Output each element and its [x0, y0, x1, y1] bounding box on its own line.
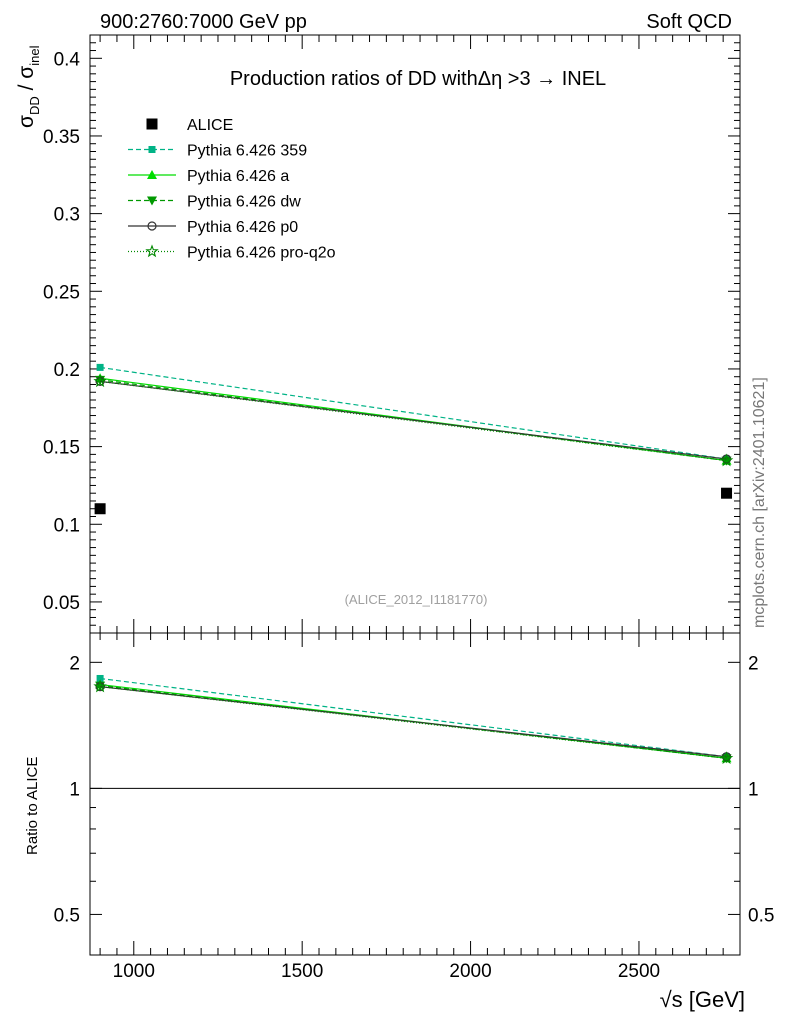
x-axis-label: √s [GeV]: [660, 987, 745, 1012]
main-series-line-1: [100, 366, 727, 460]
header-left: 900:2760:7000 GeV pp: [100, 11, 307, 33]
main-y-tick-label: 0.3: [54, 205, 80, 226]
ratio-series-line-0: [100, 677, 727, 758]
main-series-line-4: [100, 380, 727, 460]
main-point-1-0: [96, 363, 104, 371]
ratio-series-3: [95, 682, 732, 762]
legend-label: Pythia 6.426 p0: [187, 219, 298, 236]
main-point-0-1: [721, 487, 733, 499]
ratio-y-tick-label-right: 1: [748, 779, 759, 800]
legend-item: Pythia 6.426 a: [128, 168, 289, 185]
ratio-point-4-1: [719, 751, 734, 765]
main-y-tick-label: 0.05: [43, 593, 80, 614]
legend-item: Pythia 6.426 359: [128, 143, 307, 160]
legend-label: Pythia 6.426 a: [187, 168, 289, 185]
legend-item: Pythia 6.426 dw: [128, 194, 301, 211]
header-right: Soft QCD: [646, 11, 732, 33]
watermark: (ALICE_2012_I1181770): [345, 592, 488, 607]
main-y-tick-label: 0.2: [54, 360, 80, 381]
ratio-series-line-4: [100, 686, 727, 759]
ratio-series-1: [95, 679, 732, 763]
legend-item: ALICE: [146, 117, 233, 134]
y-label-sub2: inel: [27, 45, 42, 65]
legend: ALICE Pythia 6.426 359 Pythia 6.426 a Pythi…: [128, 117, 336, 262]
ratio-point-0-0: [96, 674, 104, 682]
main-point-5-1: [719, 453, 734, 467]
ratio-y-axis-label: Ratio to ALICE: [24, 757, 41, 855]
main-series-0: [94, 487, 733, 515]
x-tick-label: 2000: [449, 961, 491, 982]
legend-marker: [147, 170, 157, 179]
ratio-series-4: [93, 679, 734, 765]
main-y-axis-label: σDD / σinel: [15, 45, 42, 128]
ratio-panel-frame: [89, 632, 741, 956]
legend-item: Pythia 6.426 p0: [128, 219, 298, 236]
ratio-y-tick-label-left: 0.5: [54, 905, 80, 926]
legend-marker: [147, 221, 157, 231]
ratio-point-4-0: [93, 679, 107, 693]
main-series-line-2: [100, 377, 727, 462]
x-ticks: 1000 1500 2000 2500: [99, 35, 724, 982]
ratio-y-tick-label-right: 0.5: [748, 905, 774, 926]
main-y-ticks: 0.05 0.1 0.15 0.2 0.25 0.3 0.35 0.4: [43, 42, 740, 626]
main-y-tick-label: 0.15: [43, 438, 80, 459]
y-label-sub1: DD: [27, 96, 42, 115]
main-series-5: [93, 374, 734, 467]
ratio-y-tick-label-right: 2: [748, 653, 759, 674]
y-label-sep: / σ: [15, 66, 38, 97]
legend-label: Pythia 6.426 pro-q2o: [187, 245, 336, 262]
main-y-tick-label: 0.4: [54, 49, 81, 70]
x-tick-label: 2500: [618, 961, 660, 982]
legend-marker: [145, 244, 159, 258]
chart-title: Production ratios of DD withΔη >3 → INEL: [230, 68, 606, 90]
main-y-tick-label: 0.1: [54, 515, 80, 536]
ratio-series-line-3: [100, 686, 727, 758]
main-point-5-0: [93, 374, 107, 388]
legend-marker: [146, 118, 158, 130]
legend-marker: [148, 146, 156, 153]
ratio-y-tick-label-left: 2: [69, 653, 80, 674]
ratio-series-group: [93, 674, 734, 765]
chart-title-tail: Δη >3 → INEL: [478, 68, 606, 90]
main-y-tick-label: 0.35: [43, 127, 80, 148]
y-label-sigma: σ: [15, 115, 38, 128]
main-point-0-0: [94, 503, 106, 515]
x-tick-label: 1000: [113, 961, 155, 982]
legend-item: Pythia 6.426 pro-q2o: [128, 244, 336, 262]
chart-title-main: Production ratios of DD with: [230, 68, 478, 90]
side-label: mcplots.cern.ch [arXiv:2401.10621]: [751, 377, 768, 628]
main-series-line-5: [100, 380, 727, 462]
legend-label: Pythia 6.426 dw: [187, 194, 301, 211]
legend-label: Pythia 6.426 359: [187, 143, 307, 160]
x-tick-label: 1500: [281, 961, 323, 982]
main-series-group: [93, 363, 734, 515]
legend-marker: [147, 196, 157, 206]
legend-label: ALICE: [187, 117, 233, 134]
ratio-y-tick-label-left: 1: [69, 779, 80, 800]
ratio-y-ticks: 0.5 0.5 1 1 2 2: [54, 653, 775, 926]
main-y-tick-label: 0.25: [43, 282, 80, 303]
main-series-2: [95, 373, 732, 465]
